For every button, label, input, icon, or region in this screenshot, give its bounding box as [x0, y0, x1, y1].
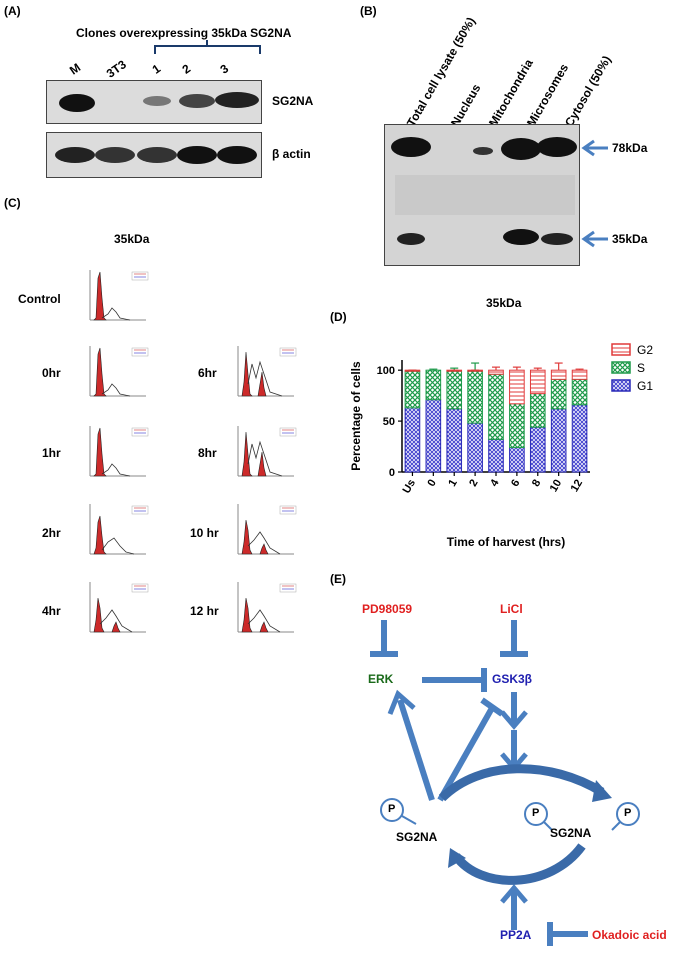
- bar-g2-4: [488, 369, 504, 375]
- bar-s-6: [509, 403, 525, 449]
- histogram-12hr: [237, 582, 297, 633]
- panel-a-title: Clones overexpressing 35kDa SG2NA: [76, 26, 292, 40]
- bar-g1-2: [467, 422, 483, 473]
- panel-b-label: (B): [360, 4, 377, 18]
- sg2na-label-1: SG2NA: [396, 830, 438, 844]
- histogram-6hr: [237, 346, 297, 397]
- x-tick-label: 6: [509, 478, 522, 489]
- chart-title: 35kDa: [486, 296, 522, 310]
- bar-g2-12: [571, 369, 588, 380]
- p-circle-label-2: P: [532, 807, 540, 819]
- x-tick-label: Us: [401, 478, 418, 496]
- lane-label-3t3: 3T3: [103, 57, 129, 81]
- y-tick-label: 50: [383, 416, 395, 428]
- bar-g1-6: [509, 447, 525, 473]
- marker-35kda: 35kDa: [612, 232, 648, 246]
- histogram-10hr: [237, 504, 297, 555]
- bar-s-1: [446, 370, 463, 410]
- panel-e-label: (E): [330, 572, 346, 586]
- sample-control: Control: [18, 292, 61, 306]
- bar-g2-6: [509, 369, 525, 405]
- sample-6hr: 6hr: [198, 366, 217, 380]
- bar-g2-8: [529, 369, 546, 395]
- sample-0hr: 0hr: [42, 366, 61, 380]
- legend-swatch-g2: [611, 343, 631, 356]
- p-circle-label-3: P: [624, 807, 632, 819]
- bar-g1-12: [571, 404, 588, 473]
- legend-swatch-s: [611, 361, 631, 374]
- histogram-1hr: [89, 426, 149, 477]
- x-tick-label: 8: [530, 478, 543, 489]
- x-tick-label: 12: [569, 478, 586, 495]
- sample-10hr: 10 hr: [190, 526, 219, 540]
- bar-g1-Us: [404, 407, 421, 473]
- histogram-8hr: [237, 426, 297, 477]
- p-circle-label-1: P: [388, 803, 396, 815]
- panel-c-title: 35kDa: [114, 232, 150, 246]
- sample-8hr: 8hr: [198, 446, 217, 460]
- sample-2hr: 2hr: [42, 526, 61, 540]
- legend-swatch-g1: [611, 379, 631, 392]
- erk-label: ERK: [368, 672, 394, 686]
- sample-1hr: 1hr: [42, 446, 61, 460]
- signaling-pathway-diagram: [370, 620, 640, 946]
- lane-label-1: 1: [149, 61, 164, 77]
- histogram-0hr: [89, 346, 149, 397]
- lane-b-nucleus: Nucleus: [448, 81, 484, 129]
- panel-d-label: (D): [330, 310, 347, 324]
- clone-bracket: [154, 40, 261, 54]
- sg2na-blot: [46, 80, 262, 124]
- bar-s-10: [550, 378, 567, 410]
- x-tick-label: 10: [548, 478, 565, 495]
- bar-s-Us: [404, 370, 421, 409]
- bar-g1-8: [529, 426, 546, 473]
- x-tick-label: 2: [467, 478, 480, 489]
- x-tick-label: 0: [425, 478, 438, 489]
- bar-s-0: [425, 369, 442, 401]
- bar-s-12: [571, 378, 588, 406]
- row-label-actin: β actin: [272, 147, 311, 161]
- pd98059-label: PD98059: [362, 602, 413, 616]
- x-tick-label: 1: [446, 478, 459, 489]
- bar-g1-10: [550, 408, 567, 473]
- histogram-control: [89, 270, 149, 321]
- bar-s-8: [529, 393, 546, 428]
- panel-c-label: (C): [4, 196, 21, 210]
- y-tick-label: 100: [377, 365, 395, 377]
- lane-label-2: 2: [179, 61, 194, 77]
- legend-label-s: S: [637, 361, 645, 375]
- histogram-4hr: [89, 582, 149, 633]
- bar-s-2: [467, 370, 483, 424]
- bar-g2-10: [550, 369, 567, 380]
- sample-12hr: 12 hr: [190, 604, 219, 618]
- panel-a-label: (A): [4, 4, 21, 18]
- marker-arrows: [581, 139, 608, 248]
- actin-blot: [46, 132, 262, 178]
- row-label-sg2na: SG2NA: [272, 94, 314, 108]
- bar-g1-0: [425, 399, 442, 473]
- gsk3b-label: GSK3β: [492, 672, 533, 686]
- bar-s-4: [488, 373, 504, 440]
- bar-g1-4: [488, 438, 504, 473]
- lane-b-cytosol: Cytosol (50%): [562, 53, 614, 129]
- sample-4hr: 4hr: [42, 604, 61, 618]
- y-axis-label: Percentage of cells: [349, 361, 363, 471]
- lane-label-m: M: [66, 60, 84, 78]
- legend-label-g2: G2: [637, 343, 653, 357]
- x-tick-label: 4: [488, 477, 502, 489]
- legend-label-g1: G1: [637, 379, 653, 393]
- x-axis-label: Time of harvest (hrs): [447, 535, 565, 549]
- fractionation-blot: [384, 124, 580, 266]
- marker-78kda: 78kDa: [612, 141, 648, 155]
- lane-label-3: 3: [217, 61, 232, 77]
- licl-label: LiCl: [500, 602, 523, 616]
- histogram-2hr: [89, 504, 149, 555]
- okadoic-acid-label: Okadoic acid: [592, 928, 667, 942]
- sg2na-label-2: SG2NA: [550, 826, 592, 840]
- bar-g1-1: [446, 408, 463, 473]
- y-tick-label: 0: [389, 467, 395, 479]
- pp2a-label: PP2A: [500, 928, 532, 942]
